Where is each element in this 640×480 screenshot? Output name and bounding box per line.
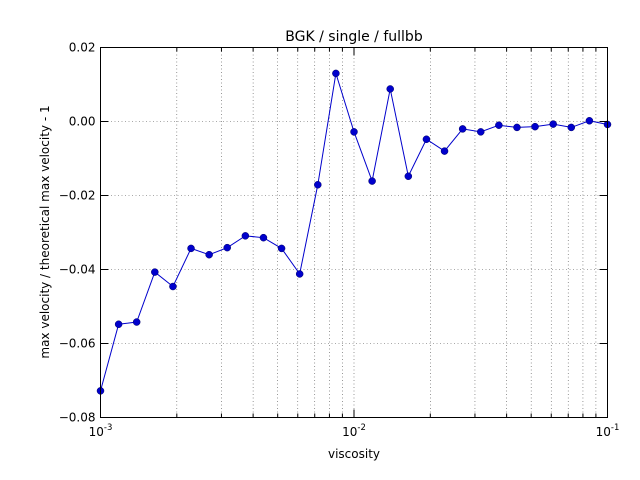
data-point bbox=[440, 147, 449, 155]
x-tick-label-exponent: -1 bbox=[611, 423, 619, 433]
data-point bbox=[314, 181, 322, 189]
x-tick-label: 10-3 bbox=[89, 423, 113, 439]
y-tick-label: 0.00 bbox=[69, 115, 96, 129]
data-point bbox=[404, 172, 413, 181]
data-point bbox=[169, 282, 177, 291]
data-point bbox=[458, 125, 467, 133]
data-point bbox=[259, 233, 268, 242]
data-point bbox=[350, 128, 358, 136]
chart-title: BGK / single / fullbb bbox=[285, 29, 423, 45]
y-tick-label: −0.02 bbox=[59, 189, 96, 203]
data-point bbox=[495, 121, 503, 129]
data-point bbox=[241, 232, 250, 240]
y-tick-label: 0.02 bbox=[69, 41, 96, 55]
data-point bbox=[205, 250, 213, 259]
plot-frame bbox=[100, 47, 608, 418]
data-point bbox=[332, 69, 340, 78]
y-tick-label: −0.06 bbox=[59, 337, 96, 351]
data-point bbox=[567, 123, 576, 132]
series-layer bbox=[96, 69, 612, 395]
data-point bbox=[513, 123, 521, 132]
data-point bbox=[151, 268, 159, 276]
x-tick-label: 10-2 bbox=[342, 423, 366, 439]
x-tick-label-exponent: -3 bbox=[104, 423, 112, 433]
data-point bbox=[114, 320, 123, 329]
y-tick-label: −0.04 bbox=[59, 263, 96, 277]
axis-ticks bbox=[100, 47, 608, 418]
data-point bbox=[531, 122, 539, 131]
x-axis-label: viscosity bbox=[328, 447, 380, 461]
grid-lines bbox=[100, 47, 608, 418]
x-tick-label-exponent: -2 bbox=[357, 423, 365, 433]
data-point bbox=[132, 318, 141, 326]
data-point bbox=[368, 177, 376, 185]
data-point bbox=[277, 244, 286, 253]
x-tick-label-base: 10 bbox=[342, 425, 357, 439]
y-tick-label: −0.08 bbox=[59, 411, 96, 425]
data-point bbox=[295, 270, 304, 278]
x-tick-label: 10-1 bbox=[596, 423, 620, 439]
x-tick-label-base: 10 bbox=[89, 425, 104, 439]
data-point bbox=[223, 243, 231, 252]
data-point bbox=[422, 135, 431, 144]
data-point bbox=[386, 85, 394, 93]
data-point bbox=[549, 120, 557, 128]
data-point bbox=[187, 244, 195, 253]
x-tick-label-base: 10 bbox=[596, 425, 611, 439]
data-point bbox=[585, 117, 594, 125]
y-axis-label: max velocity / theoretical max velocity … bbox=[38, 105, 52, 358]
data-point bbox=[477, 128, 485, 136]
